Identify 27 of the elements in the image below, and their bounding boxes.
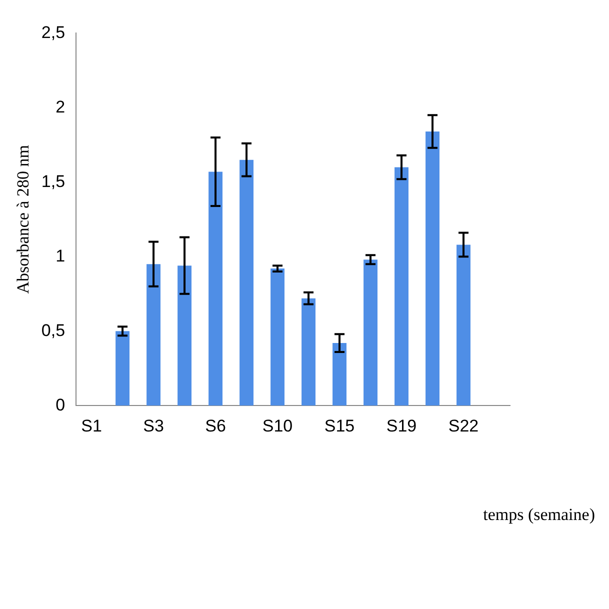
- x-tick-label: S6: [205, 416, 226, 436]
- x-tick-label: S1: [81, 416, 102, 436]
- y-tick-label: 0,5: [41, 320, 66, 340]
- bar: [364, 260, 378, 406]
- y-axis-title: Absorbance à 280 nm: [14, 145, 33, 294]
- y-tick-label: 2: [56, 97, 66, 116]
- x-tick-label: S19: [386, 416, 417, 436]
- bar: [270, 268, 284, 406]
- bar: [456, 244, 470, 406]
- y-tick-label: 0: [56, 395, 66, 414]
- x-tick-label: S10: [262, 416, 293, 436]
- bar: [240, 160, 254, 406]
- y-tick-label: 1,5: [41, 172, 66, 191]
- y-tick-label: 1: [56, 246, 66, 266]
- bar: [178, 266, 192, 406]
- bar: [426, 132, 440, 406]
- x-axis-title: temps (semaine): [483, 505, 595, 525]
- x-tick-label: S15: [324, 416, 355, 436]
- bar: [394, 167, 408, 406]
- x-tick-label: S3: [143, 416, 164, 436]
- bar: [116, 331, 130, 406]
- bar: [208, 172, 222, 406]
- y-tick-label: 2,5: [41, 22, 66, 42]
- bar: [302, 298, 316, 406]
- bar: [332, 343, 346, 406]
- x-tick-label: S22: [448, 416, 479, 436]
- bar: [146, 264, 160, 406]
